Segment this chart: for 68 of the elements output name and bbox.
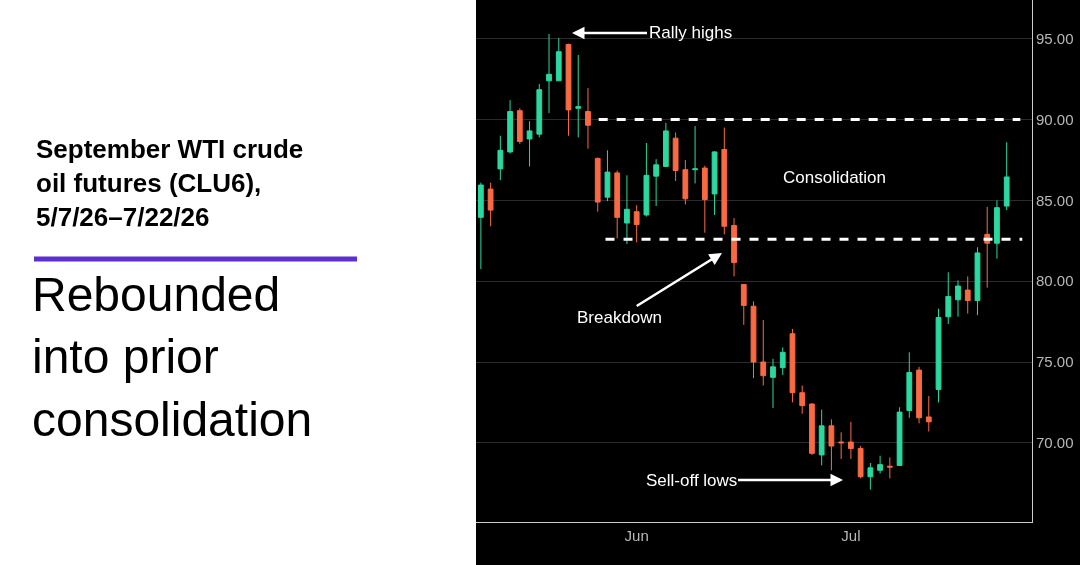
- candlestick: [848, 421, 854, 460]
- annotation: Sell-off lows: [646, 471, 738, 490]
- text: Rebounded into prior consolidation: [32, 268, 313, 446]
- candlestick: [711, 150, 718, 216]
- candlestick: [487, 182, 494, 227]
- candlestick: [536, 83, 543, 138]
- candlestick: [731, 217, 737, 277]
- candlestick: [809, 402, 815, 456]
- candlestick: [857, 445, 864, 479]
- candlestick: [614, 170, 621, 239]
- candlestick: [818, 409, 825, 466]
- candlestick: [750, 300, 757, 379]
- candlestick: [779, 346, 786, 376]
- y-tick-label: 80.00: [1036, 272, 1074, 290]
- y-tick-label: 90.00: [1036, 110, 1074, 128]
- candlestick: [701, 165, 708, 234]
- candlestick: [828, 418, 835, 471]
- candlestick: [721, 127, 728, 235]
- candlestick: [1003, 141, 1010, 211]
- candlestick: [497, 135, 504, 181]
- x-tick-label: Jul: [841, 527, 861, 544]
- candlestick: [526, 120, 533, 167]
- candlestick: [633, 204, 640, 243]
- candlestick: [974, 246, 981, 316]
- candlestick: [682, 159, 689, 205]
- x-tick-label: Jun: [624, 527, 649, 544]
- y-tick-label: 75.00: [1036, 353, 1074, 371]
- candlestick: [477, 182, 484, 270]
- candlestick: [867, 462, 874, 491]
- candlestick: [906, 351, 913, 419]
- candlestick: [925, 395, 932, 432]
- candlestick: [565, 43, 572, 137]
- candlestick: [770, 358, 776, 409]
- candlestick: [964, 275, 971, 315]
- candlestick: [760, 319, 767, 386]
- candlestick: [799, 384, 806, 415]
- candlestick: [935, 308, 942, 403]
- candlestick: [994, 199, 1000, 260]
- candlestick: [624, 174, 630, 245]
- y-tick-label: 95.00: [1036, 30, 1074, 48]
- candlestick: [877, 455, 883, 475]
- annotation: Breakdown: [577, 308, 663, 327]
- candlestick: [896, 406, 903, 466]
- text: September WTI crude oil futures (CLU6), 5/7/26–7/22/26: [36, 134, 304, 232]
- annotation: Rally highs: [649, 23, 733, 42]
- candlestick: [555, 37, 562, 82]
- candlestick: [945, 271, 952, 325]
- candlestick: [643, 142, 650, 218]
- candlestick: [653, 158, 660, 207]
- candlestick: [672, 132, 679, 182]
- candlestick: [692, 125, 698, 184]
- candlestick: [886, 456, 893, 479]
- annotation: Consolidation: [783, 168, 887, 187]
- candlestick: [575, 54, 582, 138]
- candlestick: [789, 328, 796, 403]
- candlestick: [594, 157, 601, 213]
- candlestick: [516, 107, 523, 145]
- candlestick: [507, 99, 513, 155]
- candlestick: [662, 122, 669, 167]
- candlestick: [955, 279, 961, 318]
- y-tick-label: 70.00: [1036, 434, 1074, 452]
- candlestick: [916, 366, 922, 424]
- candlestick: [546, 33, 552, 114]
- candlestick: [740, 283, 747, 326]
- candlestick: [604, 149, 611, 202]
- candlestick: [585, 87, 591, 150]
- y-tick-label: 85.00: [1036, 191, 1074, 209]
- candlestick: [838, 431, 845, 460]
